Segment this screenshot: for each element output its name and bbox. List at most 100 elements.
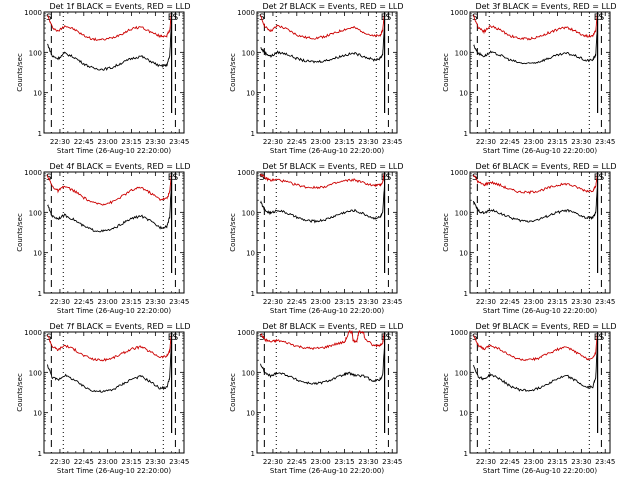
start-marker-label-right: S <box>173 333 179 343</box>
x-tick-label: 23:30 <box>145 138 165 146</box>
y-tick-label: 1000 <box>24 9 42 17</box>
x-tick-label: 22:45 <box>287 298 307 306</box>
x-tick-label: 23:45 <box>169 138 189 146</box>
x-tick-label: 23:30 <box>358 458 378 466</box>
y-tick-label: 1 <box>251 450 255 458</box>
lld-series-line <box>473 331 599 362</box>
x-tick-label: 23:00 <box>524 298 544 306</box>
chart-title: Det 2f BLACK = Events, RED = LLD <box>262 2 403 11</box>
events-series-line <box>47 340 173 393</box>
y-tick-label: 1 <box>464 450 468 458</box>
y-tick-label: 1 <box>38 290 42 298</box>
chart-title: Det 5f BLACK = Events, RED = LLD <box>262 162 403 171</box>
chart-title: Det 7f BLACK = Events, RED = LLD <box>49 322 190 331</box>
y-tick-label: 10 <box>33 250 42 258</box>
x-tick-label: 23:45 <box>595 138 615 146</box>
x-tick-label: 23:15 <box>547 138 567 146</box>
x-tick-label: 23:45 <box>169 458 189 466</box>
y-tick-label: 100 <box>242 49 255 57</box>
events-series-line <box>473 340 599 392</box>
y-tick-label: 1 <box>38 450 42 458</box>
lld-series-line <box>47 11 173 42</box>
events-series-line <box>260 24 386 64</box>
lld-series-line <box>473 171 599 195</box>
y-tick-label: 10 <box>246 90 255 98</box>
y-tick-label: 10 <box>246 250 255 258</box>
start-marker-label: S <box>259 333 265 343</box>
y-axis-label: Counts/sec <box>442 373 450 412</box>
y-tick-label: 1000 <box>450 329 468 337</box>
chart-panel-2: Det 2f BLACK = Events, RED = LLD 1 10 100 10… <box>229 2 404 155</box>
y-tick-label: 1 <box>251 130 255 138</box>
x-tick-label: 23:45 <box>169 298 189 306</box>
x-tick-label: 22:30 <box>50 298 70 306</box>
chart-panel-8: Det 8f BLACK = Events, RED = LLD 1 10 100 10… <box>229 322 404 475</box>
chart-panel-4: Det 4f BLACK = Events, RED = LLD 1 10 100 10… <box>16 162 191 315</box>
start-marker-label-right: S <box>599 173 605 183</box>
x-tick-label: 22:45 <box>287 458 307 466</box>
events-series-line <box>47 20 173 71</box>
x-tick-label: 23:45 <box>595 458 615 466</box>
y-axis-label: Counts/sec <box>229 53 237 92</box>
x-tick-label: 22:30 <box>476 458 496 466</box>
x-tick-label: 23:45 <box>595 298 615 306</box>
lld-series-line <box>260 329 386 351</box>
x-tick-label: 23:15 <box>121 138 141 146</box>
x-tick-label: 22:45 <box>500 298 520 306</box>
x-axis-label: Start Time (26-Aug-10 22:20:00) <box>483 467 597 475</box>
x-tick-label: 22:45 <box>74 298 94 306</box>
plot-frame <box>469 171 611 294</box>
start-marker-label-right: S <box>386 333 392 343</box>
y-tick-label: 100 <box>29 49 42 57</box>
lld-series-line <box>473 11 599 41</box>
x-tick-label: 22:30 <box>476 298 496 306</box>
x-tick-label: 23:00 <box>311 458 331 466</box>
x-tick-label: 22:30 <box>263 458 283 466</box>
x-tick-label: 23:15 <box>121 298 141 306</box>
x-axis-label: Start Time (26-Aug-10 22:20:00) <box>57 467 171 475</box>
x-tick-label: 23:30 <box>358 138 378 146</box>
x-tick-label: 23:30 <box>145 458 165 466</box>
y-tick-label: 100 <box>29 369 42 377</box>
x-tick-label: 23:00 <box>311 298 331 306</box>
y-tick-label: 10 <box>459 90 468 98</box>
lld-series-line <box>47 331 173 362</box>
x-axis-label: Start Time (26-Aug-10 22:20:00) <box>270 307 384 315</box>
x-tick-label: 22:45 <box>500 458 520 466</box>
chart-title: Det 9f BLACK = Events, RED = LLD <box>475 322 616 331</box>
x-tick-label: 23:15 <box>547 298 567 306</box>
x-tick-label: 23:15 <box>547 458 567 466</box>
start-marker-label: S <box>472 13 478 23</box>
x-tick-label: 22:30 <box>263 138 283 146</box>
plot-frame <box>43 11 185 134</box>
events-series-line <box>47 180 173 233</box>
start-marker-label: S <box>472 173 478 183</box>
x-tick-label: 23:15 <box>121 458 141 466</box>
x-tick-label: 23:45 <box>382 458 402 466</box>
x-tick-label: 23:00 <box>98 298 118 306</box>
plot-frame <box>43 331 185 454</box>
x-tick-label: 22:30 <box>50 138 70 146</box>
x-tick-label: 22:30 <box>263 298 283 306</box>
start-marker-label-right: S <box>599 13 605 23</box>
x-axis-label: Start Time (26-Aug-10 22:20:00) <box>270 467 384 475</box>
plot-frame <box>43 171 185 294</box>
x-tick-label: 22:45 <box>500 138 520 146</box>
y-tick-label: 1000 <box>237 9 255 17</box>
y-tick-label: 1 <box>251 290 255 298</box>
y-axis-label: Counts/sec <box>16 373 24 412</box>
start-marker-label: S <box>259 173 265 183</box>
plot-frame <box>256 171 398 294</box>
chart-title: Det 1f BLACK = Events, RED = LLD <box>49 2 190 11</box>
start-marker-label-right: S <box>599 333 605 343</box>
plot-frame <box>469 331 611 454</box>
x-tick-label: 23:00 <box>98 458 118 466</box>
y-axis-label: Counts/sec <box>229 373 237 412</box>
y-tick-label: 100 <box>455 209 468 217</box>
y-tick-label: 100 <box>242 369 255 377</box>
chart-panel-5: Det 5f BLACK = Events, RED = LLD 1 10 100 10… <box>229 162 404 315</box>
y-tick-label: 1000 <box>237 329 255 337</box>
x-tick-label: 23:15 <box>334 298 354 306</box>
lld-series-line <box>260 11 386 40</box>
x-axis-label: Start Time (26-Aug-10 22:20:00) <box>57 147 171 155</box>
